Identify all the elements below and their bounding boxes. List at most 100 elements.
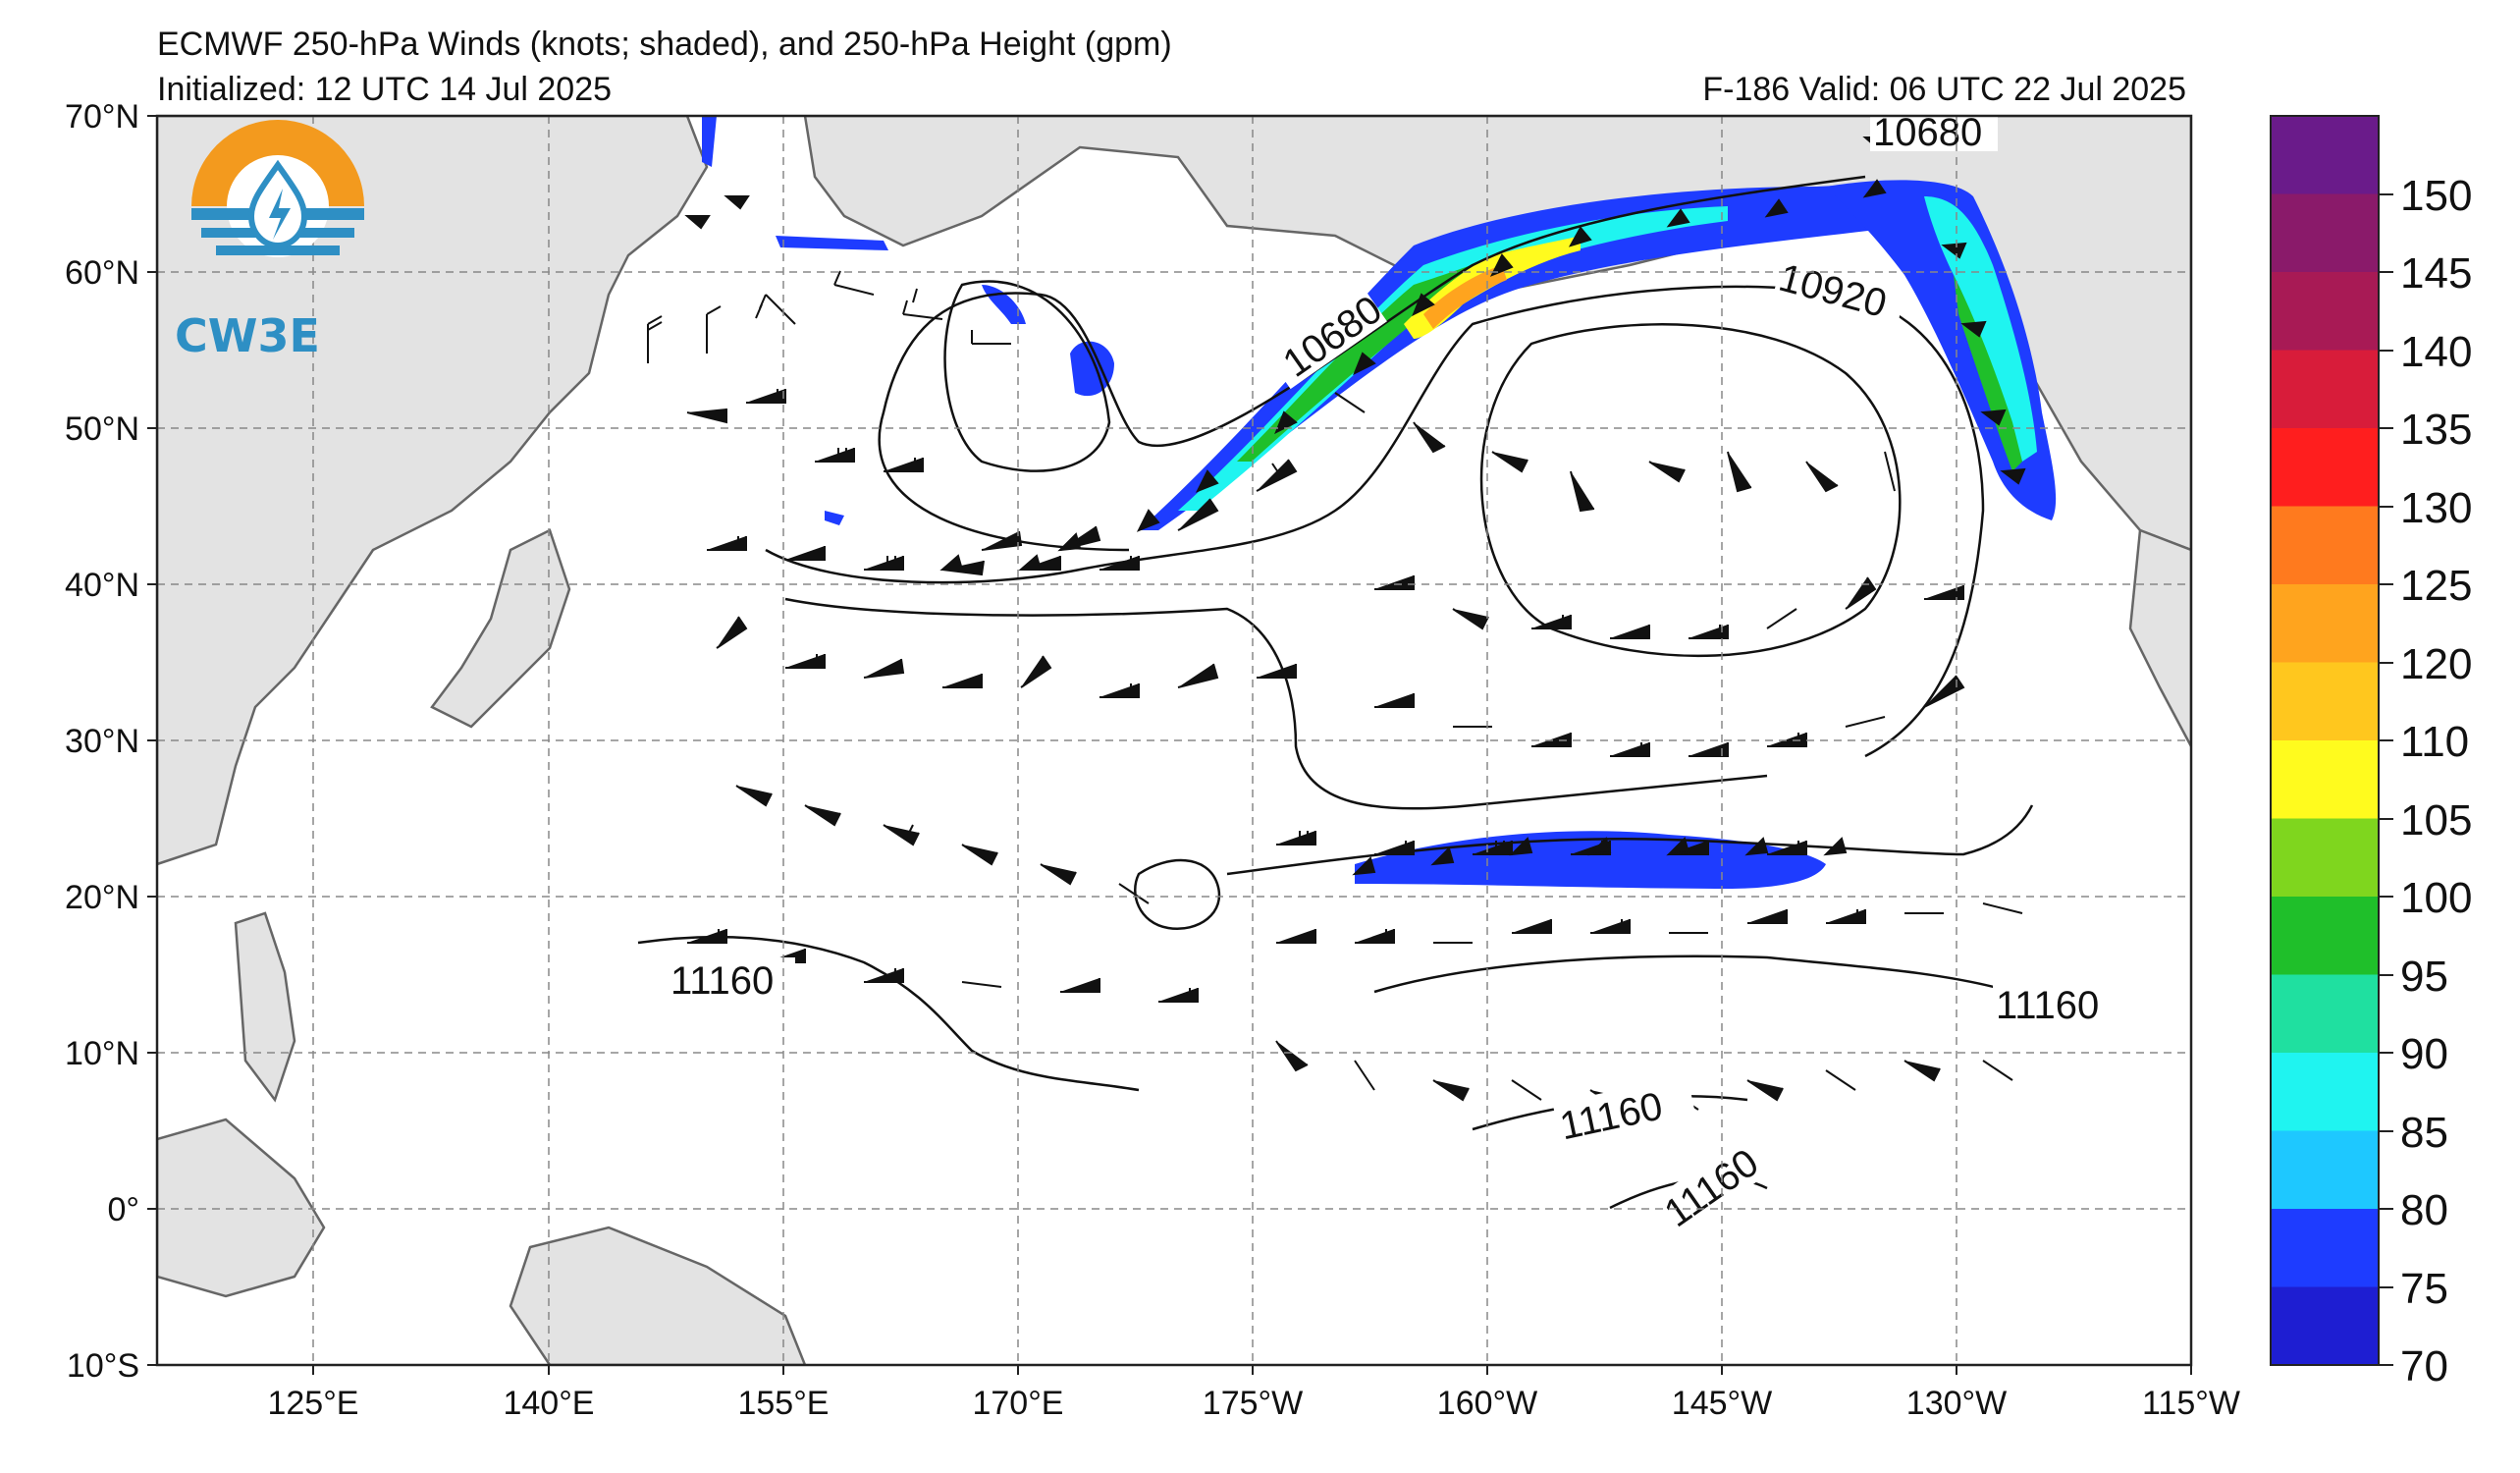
cb-label-130: 130 (2400, 484, 2472, 532)
colorbar-swatch (2271, 584, 2379, 663)
cb-label-120: 120 (2400, 640, 2472, 688)
colorbar-swatch (2271, 1130, 2379, 1210)
new-guinea (509, 1226, 807, 1365)
lat-label-10n: 10°N (65, 1035, 139, 1072)
colorbar-swatch (2271, 350, 2379, 429)
lat-label-50n: 50°N (65, 410, 139, 448)
barb-row-12 (1276, 902, 2023, 944)
contour-10920-ring (1479, 323, 1902, 658)
cb-label-75: 75 (2400, 1265, 2448, 1313)
colorbar-swatch (2271, 1053, 2379, 1131)
lat-label-40n: 40°N (65, 567, 139, 604)
lat-axis: 70°N 60°N 50°N 40°N 30°N 20°N 10°N 0° 10… (65, 98, 157, 1385)
lon-label-160w: 160°W (1437, 1385, 1537, 1422)
cb-label-145: 145 (2400, 249, 2472, 298)
colorbar-swatch (2271, 1286, 2379, 1366)
lon-label-130w: 130°W (1906, 1385, 2007, 1422)
wind-barbs (647, 136, 2026, 1112)
colorbar-swatch (2271, 662, 2379, 741)
jet-gulf-orange (1423, 265, 1507, 329)
contour-label-11160-b: 11160 (1996, 984, 2099, 1027)
contour-mid (784, 597, 1768, 810)
jet-west-coast-blue (1826, 180, 2057, 520)
cb-label-95: 95 (2400, 953, 2448, 1001)
colorbar-swatch (2271, 116, 2379, 194)
lon-axis: 125°E 140°E 155°E 170°E 175°W 160°W 145°… (267, 1365, 2240, 1422)
lat-label-60n: 60°N (65, 254, 139, 292)
contour-inner-ring (943, 280, 1111, 472)
colorbar: 150 145 140 135 130 125 120 110 105 100 … (2270, 115, 2472, 1391)
height-contours (637, 175, 2034, 1210)
cb-label-85: 85 (2400, 1109, 2448, 1157)
barb-row-2 (686, 389, 1298, 551)
contour-label-11160-a: 11160 (670, 959, 774, 1003)
barb-row-4 (716, 616, 1297, 698)
lon-label-115w: 115°W (2142, 1385, 2240, 1422)
cb-label-125: 125 (2400, 562, 2472, 610)
wind-pennants (684, 136, 2026, 876)
cb-label-70: 70 (2400, 1342, 2448, 1391)
jet-small-blue-1 (1070, 341, 1114, 397)
barb-row-10 (1374, 675, 1965, 757)
cw3e-logo: CW3E (175, 120, 364, 362)
colorbar-swatch (2271, 740, 2379, 819)
barb-row-6 (687, 929, 1199, 1003)
cb-label-100: 100 (2400, 874, 2472, 922)
borneo-celebes (157, 1118, 326, 1298)
wind-speed-shading (702, 116, 2057, 889)
colorbar-ticks (2379, 193, 2393, 1366)
colorbar-swatches (2271, 116, 2379, 1366)
lat-label-30n: 30°N (65, 723, 139, 760)
lon-label-140e: 140°E (503, 1385, 594, 1422)
barb-row-9 (1374, 575, 1964, 639)
lon-label-170e: 170°E (972, 1385, 1063, 1422)
lon-label-125e: 125°E (267, 1385, 358, 1422)
barb-row-5 (735, 785, 1150, 904)
colorbar-swatch (2271, 193, 2379, 273)
colorbar-swatch (2271, 428, 2379, 507)
colorbar-swatch (2271, 506, 2379, 585)
lon-label-175w: 175°W (1203, 1385, 1303, 1422)
lat-label-0: 0° (107, 1191, 139, 1228)
jet-gulf-green (1237, 250, 1517, 462)
cb-label-90: 90 (2400, 1030, 2448, 1078)
cb-label-110: 110 (2400, 718, 2469, 766)
jet-gulf-cyan (1178, 206, 1728, 511)
cb-label-140: 140 (2400, 328, 2472, 376)
contour-label-10680-b: 10680 (1873, 111, 1982, 154)
lon-label-145w: 145°W (1672, 1385, 1772, 1422)
asia-mainland (157, 116, 709, 866)
lat-label-20n: 20°N (65, 879, 139, 916)
land-masses (157, 116, 2191, 1365)
lat-label-10s: 10°S (67, 1347, 139, 1385)
cb-label-105: 105 (2400, 796, 2472, 845)
contour-10680 (878, 175, 1866, 552)
contour-ring-south (1134, 858, 1221, 931)
barb-row-8 (1334, 392, 1896, 513)
graticule (157, 116, 2191, 1365)
north-america-west (2128, 528, 2191, 747)
cb-label-135: 135 (2400, 406, 2472, 454)
lon-label-155e: 155°E (737, 1385, 829, 1422)
jet-small-blue-3 (776, 236, 888, 250)
contour-11160-east (1373, 955, 2013, 994)
init-time: Initialized: 12 UTC 14 Jul 2025 (157, 71, 613, 108)
valid-time: F-186 Valid: 06 UTC 22 Jul 2025 (1702, 71, 2186, 108)
colorbar-swatch (2271, 897, 2379, 975)
logo-text: CW3E (175, 309, 320, 362)
alaska (803, 116, 2191, 552)
philippines (234, 911, 296, 1103)
colorbar-swatch (2271, 1209, 2379, 1287)
contour-10920-outer (765, 285, 1985, 758)
jet-small-blue-4 (825, 511, 844, 525)
jet-small-blue-5 (702, 116, 717, 167)
cb-label-80: 80 (2400, 1186, 2448, 1234)
japan-island (430, 528, 571, 729)
lat-label-70n: 70°N (65, 98, 139, 136)
colorbar-swatch (2271, 818, 2379, 898)
contour-11160-west (637, 935, 1140, 1092)
cb-label-150: 150 (2400, 172, 2472, 220)
colorbar-swatch (2271, 272, 2379, 351)
colorbar-swatch (2271, 974, 2379, 1054)
